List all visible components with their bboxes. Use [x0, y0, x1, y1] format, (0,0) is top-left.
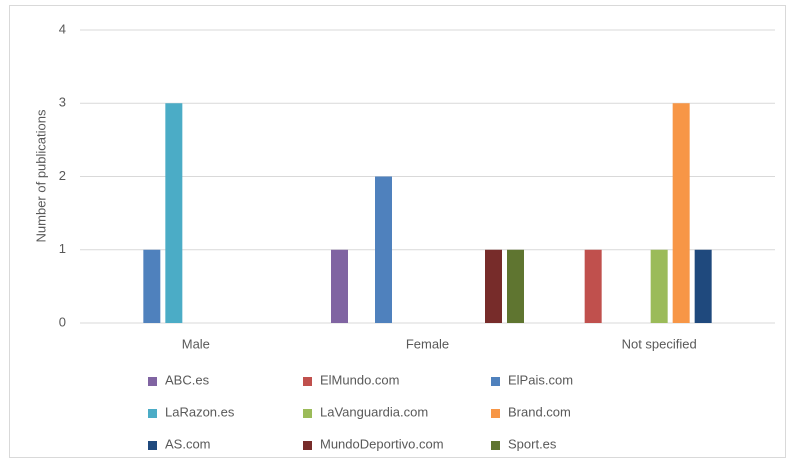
bar — [165, 103, 183, 323]
legend-label: Sport.es — [508, 436, 557, 451]
legend-swatch — [148, 441, 157, 450]
legend-swatch — [148, 377, 157, 386]
x-tick-label: Female — [406, 336, 449, 351]
y-axis-title: Number of publications — [33, 109, 48, 242]
bar — [672, 103, 690, 323]
legend-swatch — [148, 409, 157, 418]
legend-label: LaRazon.es — [165, 404, 235, 419]
y-tick-label: 4 — [59, 21, 66, 36]
bar — [485, 249, 502, 323]
legend-label: AS.com — [165, 436, 211, 451]
legend-label: ABC.es — [165, 372, 210, 387]
y-tick-label: 2 — [59, 168, 66, 183]
legend-label: MundoDeportivo.com — [320, 436, 444, 451]
y-tick-label: 0 — [59, 314, 66, 329]
legend-label: ElMundo.com — [320, 372, 399, 387]
legend-label: LaVanguardia.com — [320, 404, 428, 419]
legend-swatch — [303, 377, 312, 386]
bar — [694, 249, 712, 323]
y-tick-label: 3 — [59, 95, 66, 110]
bar — [507, 249, 524, 323]
legend-swatch — [303, 441, 312, 450]
legend-swatch — [303, 409, 312, 418]
bar — [143, 249, 161, 323]
bar — [331, 249, 348, 323]
chart-border — [9, 5, 786, 458]
legend-label: ElPais.com — [508, 372, 573, 387]
bar — [584, 249, 602, 323]
x-tick-label: Not specified — [622, 336, 697, 351]
legend-swatch — [491, 409, 500, 418]
legend-swatch — [491, 441, 500, 450]
legend-label: Brand.com — [508, 404, 571, 419]
bar — [375, 176, 392, 323]
legend-swatch — [491, 377, 500, 386]
x-tick-label: Male — [182, 336, 210, 351]
bar — [650, 249, 668, 323]
y-tick-label: 1 — [59, 241, 66, 256]
